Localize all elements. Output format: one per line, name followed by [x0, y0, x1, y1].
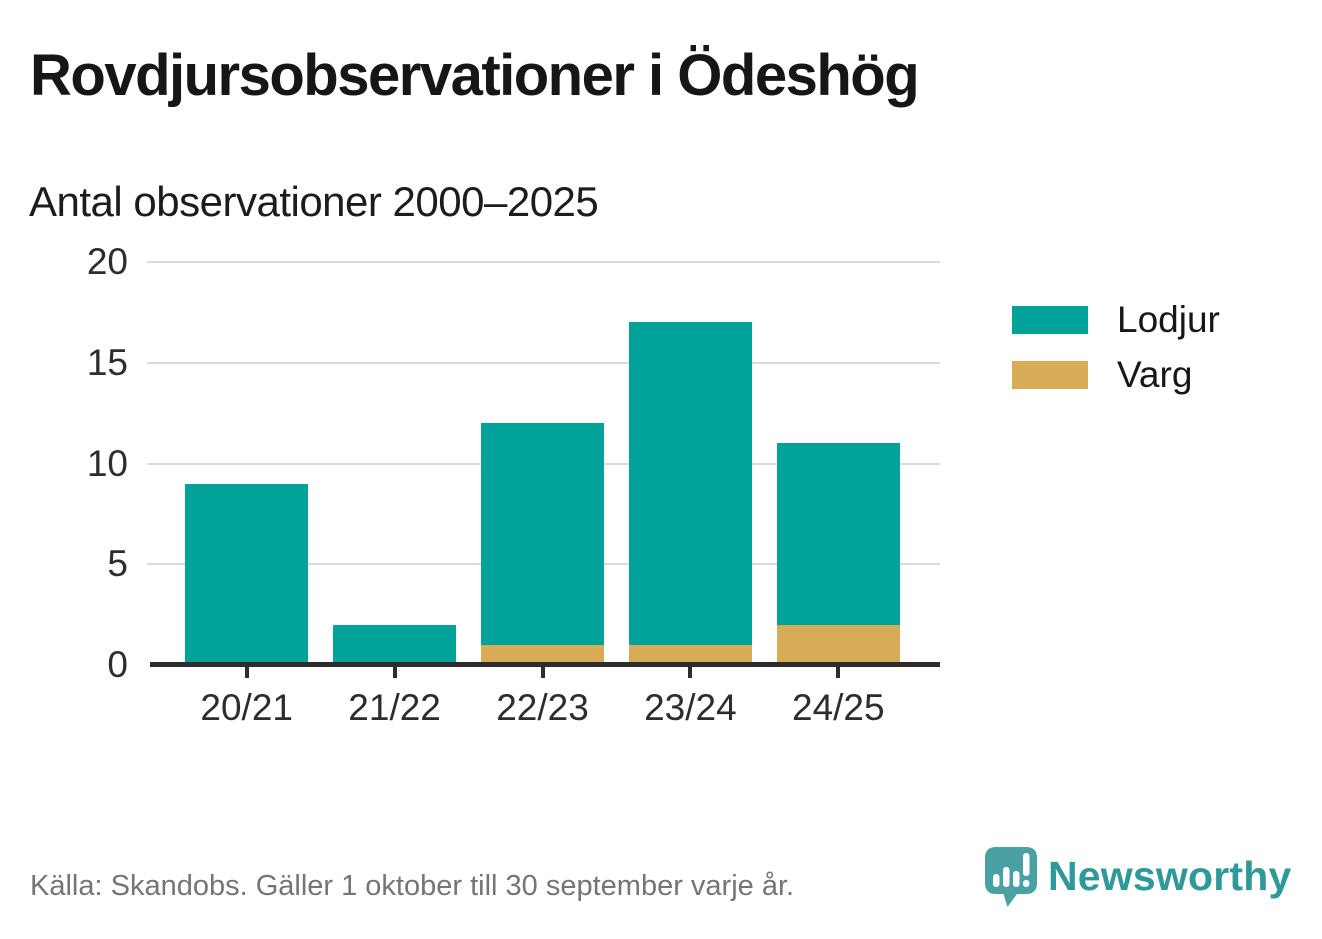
legend-label-lodjur: Lodjur	[1117, 299, 1220, 340]
legend-swatch-lodjur	[1012, 306, 1088, 334]
x-axis-line	[150, 662, 940, 667]
legend-swatch-varg	[1012, 361, 1088, 389]
gridline-y-20	[147, 261, 940, 263]
x-axis-tick-label: 20/21	[200, 687, 293, 728]
chart-subtitle: Antal observationer 2000–2025	[29, 178, 599, 225]
newsworthy-logo-icon	[985, 847, 1037, 907]
x-axis-tick-label: 21/22	[348, 687, 441, 728]
legend-item-varg: Varg	[1012, 353, 1192, 397]
y-axis-tick-label: 0	[107, 644, 128, 685]
newsworthy-wordmark: Newsworthy	[1048, 853, 1292, 899]
x-axis-tick	[392, 667, 397, 678]
bar-segment-varg-22/23	[481, 644, 604, 665]
source-note: Källa: Skandobs. Gäller 1 oktober till 3…	[30, 870, 795, 902]
x-axis-tick	[836, 667, 841, 678]
bar-segment-lodjur-20/21	[185, 483, 309, 665]
gridline-y-15	[147, 361, 940, 364]
x-axis-tick-label: 24/25	[792, 687, 885, 728]
y-axis-tick-label: 5	[107, 543, 128, 585]
bar-segment-varg-24/25	[776, 624, 900, 665]
bar-segment-lodjur-23/24	[628, 322, 752, 645]
x-axis-tick-label: 23/24	[644, 687, 737, 728]
x-axis-tick	[244, 667, 249, 678]
bar-segment-varg-23/24	[628, 644, 752, 665]
x-axis-tick-label: 22/23	[496, 687, 589, 728]
y-axis-tick-label: 10	[86, 442, 128, 484]
y-axis-tick-label: 20	[86, 241, 128, 282]
legend-label-varg: Varg	[1117, 354, 1193, 395]
bar-segment-lodjur-21/22	[333, 624, 457, 665]
legend-item-lodjur: Lodjur	[1012, 298, 1220, 342]
y-axis-tick-label: 15	[86, 341, 128, 383]
x-axis-tick	[688, 667, 693, 678]
bar-segment-lodjur-24/25	[776, 443, 900, 625]
page-title: Rovdjursobservationer i Ödeshög	[30, 43, 920, 108]
newsworthy-brand: Newsworthy	[984, 846, 1292, 908]
bar-segment-lodjur-22/23	[481, 423, 604, 645]
x-axis-tick	[540, 667, 545, 678]
